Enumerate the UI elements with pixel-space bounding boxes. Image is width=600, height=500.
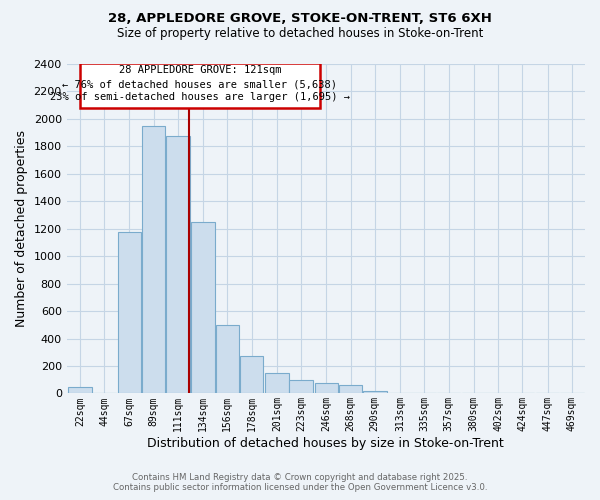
Text: ← 76% of detached houses are smaller (5,638): ← 76% of detached houses are smaller (5,…	[62, 79, 337, 89]
Text: 28 APPLEDORE GROVE: 121sqm: 28 APPLEDORE GROVE: 121sqm	[119, 66, 281, 76]
Bar	[240, 356, 263, 394]
Bar	[191, 222, 215, 394]
Bar	[339, 385, 362, 394]
Bar	[314, 383, 338, 394]
Bar	[166, 136, 190, 394]
Bar	[289, 380, 313, 394]
Text: Size of property relative to detached houses in Stoke-on-Trent: Size of property relative to detached ho…	[117, 28, 483, 40]
Bar	[265, 373, 289, 394]
Text: Contains HM Land Registry data © Crown copyright and database right 2025.
Contai: Contains HM Land Registry data © Crown c…	[113, 473, 487, 492]
Bar	[68, 386, 92, 394]
Bar	[142, 126, 166, 394]
X-axis label: Distribution of detached houses by size in Stoke-on-Trent: Distribution of detached houses by size …	[148, 437, 504, 450]
Text: 28, APPLEDORE GROVE, STOKE-ON-TRENT, ST6 6XH: 28, APPLEDORE GROVE, STOKE-ON-TRENT, ST6…	[108, 12, 492, 26]
Bar	[118, 232, 141, 394]
Bar	[388, 392, 412, 394]
Text: 23% of semi-detached houses are larger (1,695) →: 23% of semi-detached houses are larger (…	[50, 92, 350, 102]
Bar	[80, 62, 320, 108]
Bar	[363, 392, 386, 394]
Y-axis label: Number of detached properties: Number of detached properties	[15, 130, 28, 327]
Bar	[215, 325, 239, 394]
